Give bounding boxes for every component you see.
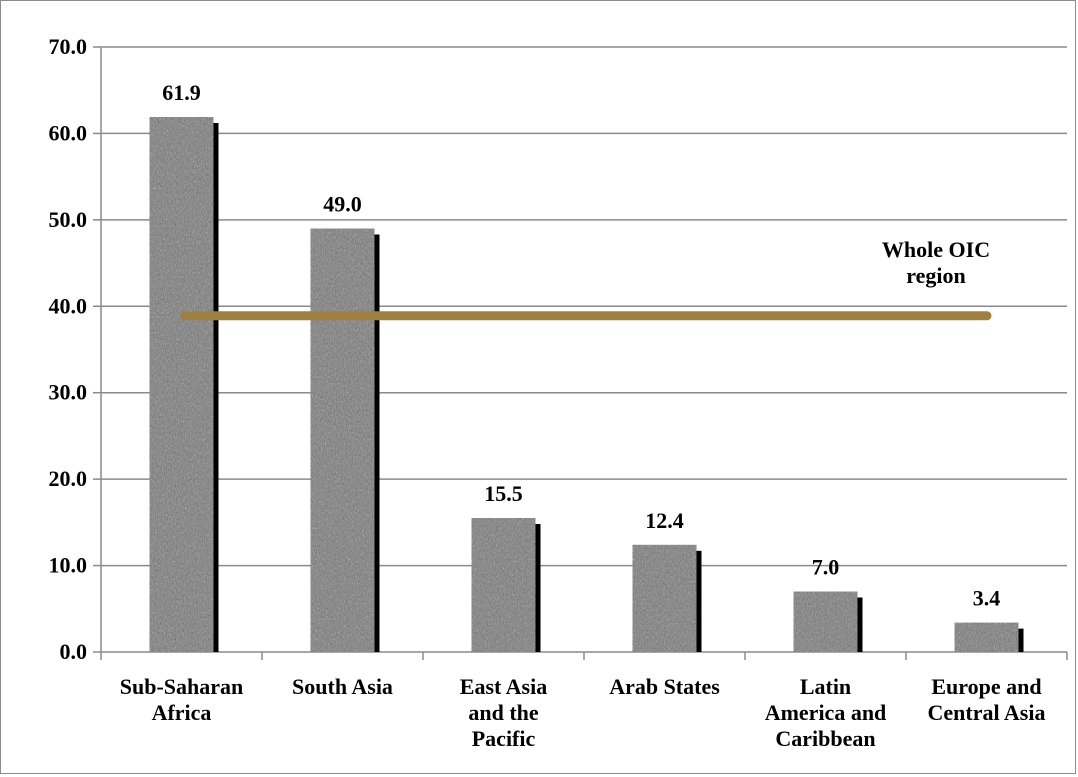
category-label-line: Central Asia <box>928 700 1046 725</box>
bar-shadow <box>1018 628 1024 652</box>
data-label: 15.5 <box>484 481 523 506</box>
bar-shadow <box>374 234 380 652</box>
data-label: 7.0 <box>812 555 840 580</box>
bar-texture <box>793 591 858 652</box>
category-label-line: and the <box>468 700 539 725</box>
category-label: Sub-Saharan Africa <box>120 674 244 725</box>
data-label: 61.9 <box>162 80 201 105</box>
y-tick-label: 0.0 <box>60 639 88 664</box>
gridlines <box>101 46 1067 567</box>
bar-shadow <box>857 597 863 652</box>
data-label: 3.4 <box>973 586 1001 611</box>
category-label-line: Arab States <box>609 674 720 699</box>
category-label-line: East Asia <box>460 674 547 699</box>
category-label-line: Pacific <box>472 726 536 751</box>
category-label: Europe and Central Asia <box>928 674 1046 725</box>
reference-line-label-line: Whole OIC <box>882 237 990 262</box>
bar-texture <box>149 117 214 652</box>
y-tick-label: 50.0 <box>49 207 88 232</box>
category-label: East Asia and the Pacific <box>460 674 547 751</box>
category-label: South Asia <box>292 674 393 699</box>
bar-shadow <box>535 524 541 652</box>
category-label-line: Europe and <box>931 674 1041 699</box>
category-label-line: Africa <box>152 700 212 725</box>
category-label-line: Caribbean <box>775 726 875 751</box>
category-label: Latin America and Caribbean <box>765 674 887 751</box>
bar-texture <box>954 622 1019 652</box>
data-label: 12.4 <box>645 508 684 533</box>
category-label-line: Latin <box>800 674 851 699</box>
axes <box>93 46 1068 660</box>
y-tick-label: 70.0 <box>49 34 88 59</box>
y-tick-label: 40.0 <box>49 293 88 318</box>
bars <box>149 117 1024 652</box>
bar-shadow <box>213 123 219 652</box>
bar-shadow <box>696 550 702 652</box>
labels: 0.0 10.0 20.0 30.0 40.0 50.0 60.0 70.0 61.9 Sub-S… <box>49 34 1046 751</box>
category-label-line: Sub-Saharan <box>120 674 244 699</box>
reference-line-label: Whole OIC region <box>882 237 990 288</box>
category-label-line: America and <box>765 700 887 725</box>
category-label-line: South Asia <box>292 674 393 699</box>
bar-texture <box>632 544 697 652</box>
category-label: Arab States <box>609 674 720 699</box>
y-tick-label: 10.0 <box>49 553 88 578</box>
bar-texture <box>310 228 375 652</box>
data-label: 49.0 <box>323 192 362 217</box>
reference-line-label-line: region <box>906 263 965 288</box>
y-tick-label: 30.0 <box>49 380 88 405</box>
y-tick-label: 60.0 <box>49 120 88 145</box>
bar-texture <box>471 518 536 652</box>
y-tick-label: 20.0 <box>49 466 88 491</box>
